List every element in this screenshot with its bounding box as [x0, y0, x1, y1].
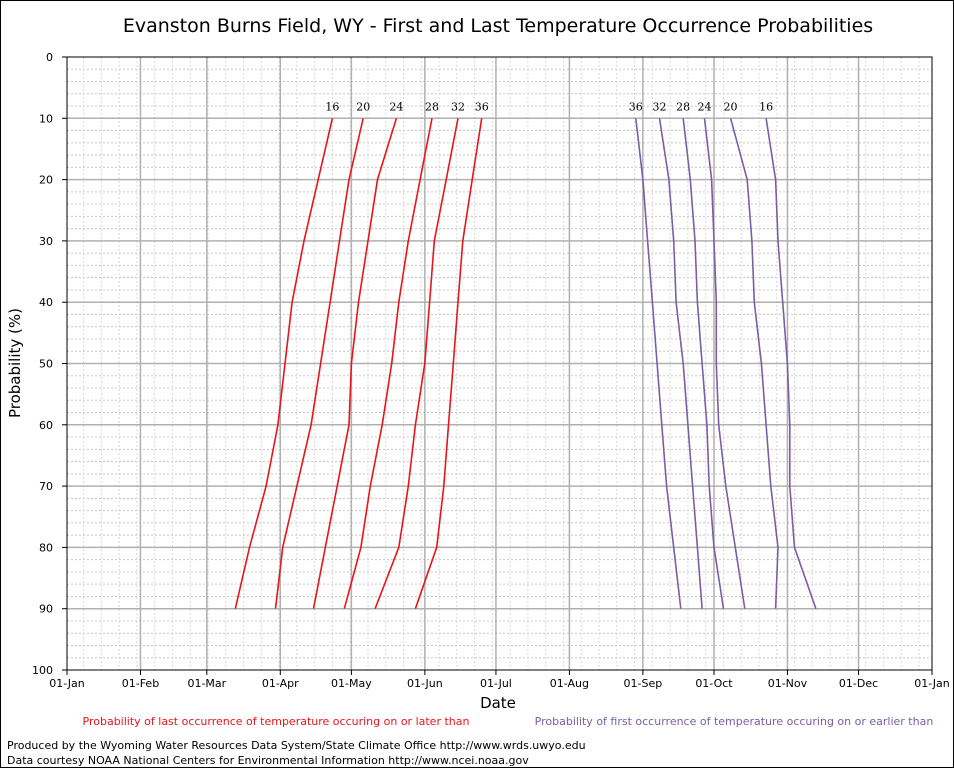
grid: [67, 57, 932, 670]
y-tick-label: 50: [39, 358, 53, 371]
y-tick-label: 70: [39, 480, 53, 493]
series-label-first-32: 32: [652, 100, 666, 113]
legend-first-occurrence: Probability of first occurrence of tempe…: [535, 715, 934, 728]
series-line-first-36: [635, 118, 682, 609]
series-label-last-20: 20: [356, 100, 370, 113]
series-label-last-16: 16: [325, 100, 339, 113]
x-tick-label: 01-Jun: [407, 677, 443, 690]
x-tick-label: 01-May: [331, 677, 372, 690]
legend-last-occurrence: Probability of last occurrence of temper…: [83, 715, 470, 728]
y-tick-label: 60: [39, 419, 53, 432]
series-labels: 16 20 24 28 32 36 36 32 28 24 20 16: [325, 100, 773, 113]
x-tick-label: 01-Sep: [624, 677, 663, 690]
y-axis-title: Probability (%): [6, 308, 24, 418]
y-tick-label: 10: [39, 112, 53, 125]
series-label-first-28: 28: [676, 100, 690, 113]
y-axis: 0 10 20 30 40 50 60 70 80 90 100: [32, 51, 67, 677]
credit-producer: Produced by the Wyoming Water Resources …: [7, 739, 586, 752]
y-tick-label: 90: [39, 603, 53, 616]
chart-title: Evanston Burns Field, WY - First and Las…: [123, 15, 873, 37]
y-tick-label: 30: [39, 235, 53, 248]
x-tick-label: 01-Dec: [839, 677, 878, 690]
series-label-last-28: 28: [425, 100, 439, 113]
x-tick-label: 01-Nov: [768, 677, 808, 690]
x-tick-label: 01-Jan: [914, 677, 950, 690]
series-label-first-20: 20: [724, 100, 738, 113]
x-tick-label: 01-Apr: [262, 677, 299, 690]
y-tick-label: 40: [39, 296, 53, 309]
series-line-last-24: [312, 118, 398, 609]
series-line-first-24: [703, 118, 746, 609]
series-label-first-36: 36: [629, 100, 643, 113]
series-label-first-24: 24: [697, 100, 711, 113]
series-label-last-24: 24: [389, 100, 403, 113]
series-line-first-28: [682, 118, 725, 609]
series-label-first-16: 16: [759, 100, 773, 113]
x-tick-label: 01-Jan: [49, 677, 85, 690]
credit-data-source: Data courtesy NOAA National Centers for …: [7, 754, 529, 767]
series-line-last-32: [374, 118, 459, 609]
y-tick-label: 80: [39, 541, 53, 554]
x-axis: 01-Jan 01-Feb 01-Mar 01-Apr 01-May 01-Jun 01-J…: [49, 670, 950, 690]
y-tick-label: 100: [32, 664, 53, 677]
x-tick-label: 01-Aug: [550, 677, 589, 690]
series-line-first-20: [729, 118, 779, 609]
series-line-last-28: [343, 118, 433, 609]
x-tick-label: 01-Oct: [695, 677, 733, 690]
y-tick-label: 0: [46, 51, 53, 64]
y-tick-label: 20: [39, 174, 53, 187]
series-line-last-16: [234, 118, 334, 609]
x-tick-label: 01-Mar: [187, 677, 226, 690]
series-line-first-32: [658, 118, 703, 609]
series-line-last-20: [274, 118, 364, 609]
series-line-last-36: [414, 118, 483, 609]
series-lines: [234, 118, 817, 609]
series-label-last-32: 32: [451, 100, 465, 113]
series-line-first-16: [765, 118, 817, 609]
x-tick-label: 01-Jul: [480, 677, 512, 690]
series-label-last-36: 36: [475, 100, 489, 113]
x-tick-label: 01-Feb: [122, 677, 159, 690]
x-axis-title: Date: [480, 694, 516, 712]
